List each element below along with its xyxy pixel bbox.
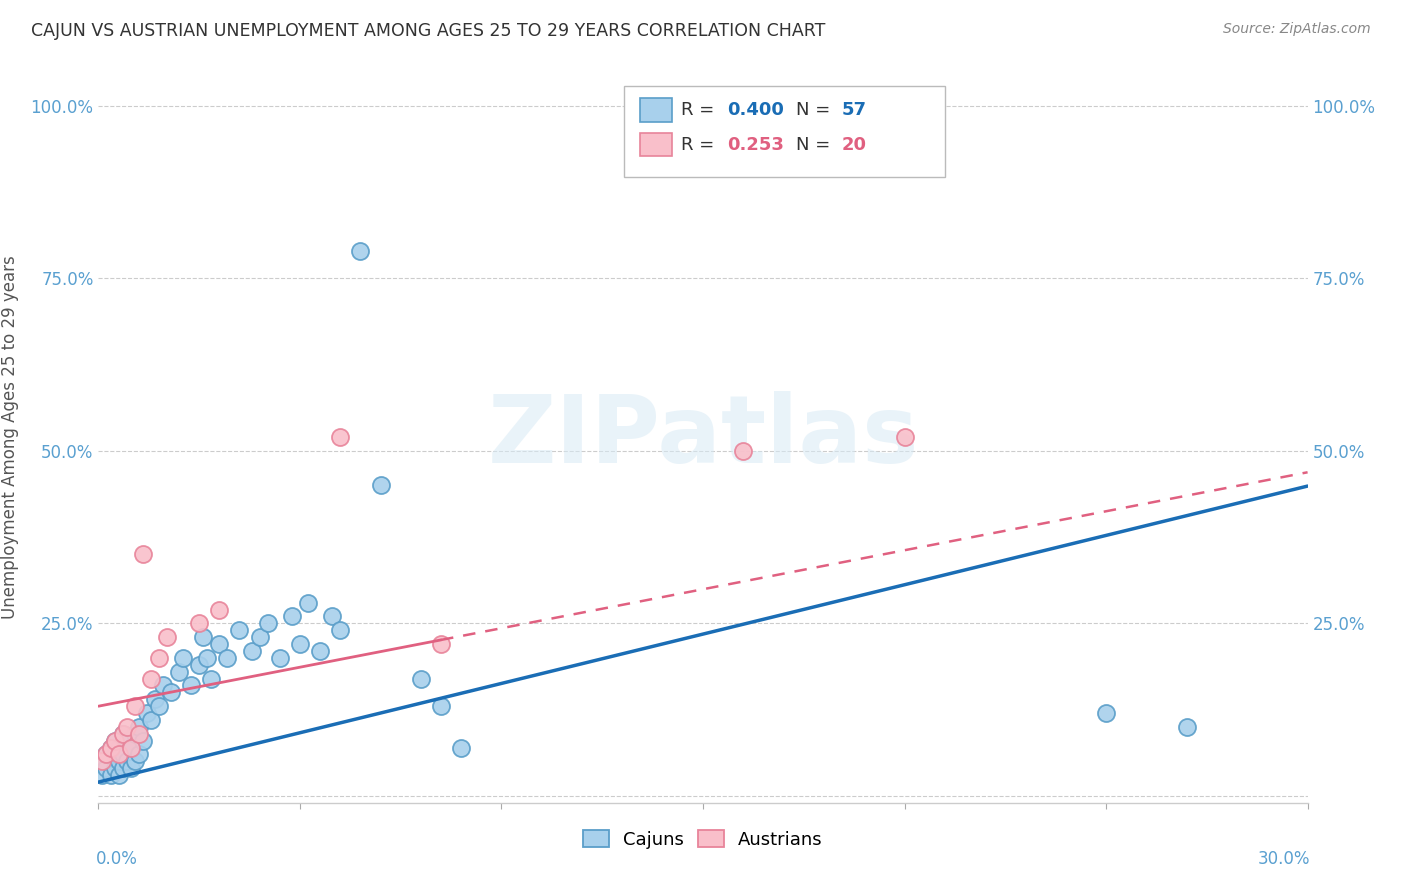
Point xyxy=(208,637,231,651)
Point xyxy=(96,747,118,762)
Point xyxy=(124,755,146,769)
Point xyxy=(269,651,291,665)
Point xyxy=(228,624,250,638)
Point xyxy=(160,685,183,699)
Point xyxy=(107,768,129,782)
Point xyxy=(167,665,190,679)
FancyBboxPatch shape xyxy=(640,98,672,122)
Point xyxy=(329,430,352,444)
Point xyxy=(733,443,755,458)
Point xyxy=(309,644,332,658)
Point xyxy=(120,740,142,755)
Text: N =: N = xyxy=(796,101,837,120)
FancyBboxPatch shape xyxy=(624,86,945,178)
Text: ZIPatlas: ZIPatlas xyxy=(488,391,918,483)
Point xyxy=(297,596,319,610)
Point xyxy=(240,644,263,658)
Point xyxy=(208,602,231,616)
Text: CAJUN VS AUSTRIAN UNEMPLOYMENT AMONG AGES 25 TO 29 YEARS CORRELATION CHART: CAJUN VS AUSTRIAN UNEMPLOYMENT AMONG AGE… xyxy=(31,22,825,40)
Point xyxy=(349,244,371,258)
Point xyxy=(111,727,134,741)
Point xyxy=(430,637,453,651)
Point xyxy=(100,740,122,755)
Text: 30.0%: 30.0% xyxy=(1257,850,1310,868)
Point xyxy=(329,624,352,638)
Point xyxy=(1095,706,1118,720)
Point xyxy=(128,727,150,741)
Point xyxy=(96,761,118,775)
Point xyxy=(370,478,392,492)
Point xyxy=(172,651,194,665)
Legend: Cajuns, Austrians: Cajuns, Austrians xyxy=(576,822,830,856)
Point xyxy=(107,740,129,755)
Point xyxy=(139,672,162,686)
Text: 0.400: 0.400 xyxy=(727,101,785,120)
Point xyxy=(107,755,129,769)
Point xyxy=(195,651,218,665)
Point xyxy=(193,630,215,644)
Point xyxy=(321,609,343,624)
Point xyxy=(128,720,150,734)
Point xyxy=(188,657,211,672)
Point xyxy=(256,616,278,631)
Point xyxy=(143,692,166,706)
Point xyxy=(115,720,138,734)
Point xyxy=(409,672,432,686)
Text: Source: ZipAtlas.com: Source: ZipAtlas.com xyxy=(1223,22,1371,37)
Point xyxy=(111,761,134,775)
Point xyxy=(91,768,114,782)
Y-axis label: Unemployment Among Ages 25 to 29 years: Unemployment Among Ages 25 to 29 years xyxy=(1,255,20,619)
Point xyxy=(91,755,114,769)
Point xyxy=(1175,720,1198,734)
Point xyxy=(100,768,122,782)
Text: N =: N = xyxy=(796,136,837,153)
Point xyxy=(249,630,271,644)
Point xyxy=(100,740,122,755)
Point xyxy=(135,706,157,720)
Point xyxy=(128,747,150,762)
Text: 0.0%: 0.0% xyxy=(96,850,138,868)
Point xyxy=(111,727,134,741)
Point xyxy=(217,651,239,665)
Point xyxy=(111,747,134,762)
Point xyxy=(156,630,179,644)
Point xyxy=(450,740,472,755)
Point xyxy=(152,678,174,692)
Point xyxy=(893,430,915,444)
Point xyxy=(148,651,170,665)
Text: 0.253: 0.253 xyxy=(727,136,785,153)
Point xyxy=(115,733,138,747)
Point xyxy=(200,672,222,686)
Point xyxy=(103,733,125,747)
Text: 20: 20 xyxy=(842,136,868,153)
Point xyxy=(430,699,453,714)
Point xyxy=(103,733,125,747)
Point xyxy=(132,733,155,747)
FancyBboxPatch shape xyxy=(640,133,672,156)
Point xyxy=(107,747,129,762)
Point xyxy=(124,699,146,714)
Text: 57: 57 xyxy=(842,101,868,120)
Point xyxy=(103,747,125,762)
Point xyxy=(139,713,162,727)
Text: R =: R = xyxy=(682,136,720,153)
Point xyxy=(188,616,211,631)
Point xyxy=(132,548,155,562)
Point xyxy=(115,755,138,769)
Point xyxy=(281,609,304,624)
Point xyxy=(180,678,202,692)
Point xyxy=(96,747,118,762)
Point xyxy=(120,740,142,755)
Point xyxy=(103,761,125,775)
Point xyxy=(124,727,146,741)
Text: R =: R = xyxy=(682,101,720,120)
Point xyxy=(120,761,142,775)
Point xyxy=(148,699,170,714)
Point xyxy=(91,755,114,769)
Point xyxy=(288,637,311,651)
